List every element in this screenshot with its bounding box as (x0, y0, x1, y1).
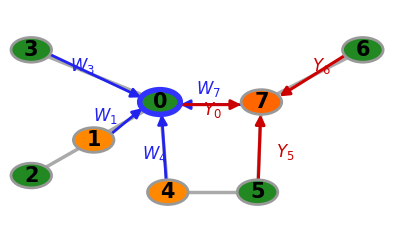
Circle shape (11, 163, 52, 188)
Circle shape (140, 90, 180, 114)
Circle shape (11, 38, 52, 62)
Text: 5: 5 (250, 182, 265, 202)
Text: $W_{1}$: $W_{1}$ (93, 106, 118, 126)
Text: $Y_{6}$: $Y_{6}$ (312, 56, 331, 76)
Text: $W_{4}$: $W_{4}$ (142, 144, 167, 164)
Text: 4: 4 (160, 182, 175, 202)
Circle shape (241, 90, 282, 114)
Circle shape (148, 180, 188, 204)
Text: 2: 2 (24, 166, 39, 186)
Circle shape (343, 38, 383, 62)
Text: $W_{7}$: $W_{7}$ (196, 79, 221, 99)
Text: $Y_{0}$: $Y_{0}$ (203, 100, 222, 120)
Text: $W_{3}$: $W_{3}$ (70, 56, 94, 76)
Text: 6: 6 (355, 40, 370, 60)
Text: 3: 3 (24, 40, 39, 60)
Text: 0: 0 (153, 92, 167, 112)
Text: 7: 7 (254, 92, 269, 112)
Circle shape (237, 180, 278, 204)
Text: 1: 1 (86, 130, 101, 150)
Circle shape (73, 128, 114, 152)
Text: $Y_{5}$: $Y_{5}$ (275, 142, 294, 162)
